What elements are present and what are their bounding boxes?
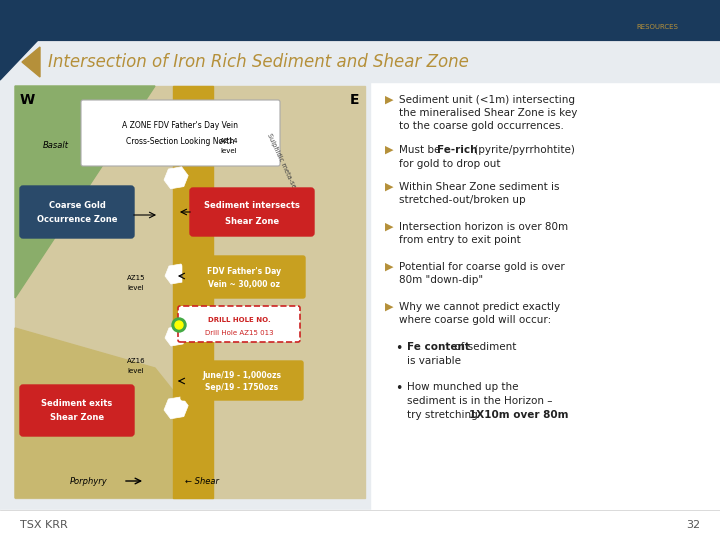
Text: the mineralised Shear Zone is key: the mineralised Shear Zone is key [399, 108, 577, 118]
Polygon shape [164, 397, 188, 419]
Text: DRILL HOLE NO.: DRILL HOLE NO. [207, 317, 271, 323]
Text: AZ16: AZ16 [127, 358, 145, 364]
Text: RESOURCES: RESOURCES [636, 24, 678, 30]
Text: Intersection of Iron Rich Sediment and Shear Zone: Intersection of Iron Rich Sediment and S… [48, 53, 469, 71]
Circle shape [172, 318, 186, 332]
Text: Potential for coarse gold is over: Potential for coarse gold is over [399, 262, 564, 272]
Text: How munched up the: How munched up the [407, 382, 518, 392]
Text: •: • [395, 382, 402, 395]
Text: Fe content: Fe content [407, 342, 470, 352]
FancyBboxPatch shape [81, 100, 280, 166]
Text: level: level [220, 148, 237, 154]
Text: is variable: is variable [407, 356, 461, 366]
Text: to the coarse gold occurrences.: to the coarse gold occurrences. [399, 121, 564, 131]
Text: Drill Hole AZ15 013: Drill Hole AZ15 013 [204, 330, 274, 336]
Text: Shear Zone: Shear Zone [225, 217, 279, 226]
Text: Sep/19 - 1750ozs: Sep/19 - 1750ozs [205, 383, 279, 393]
Text: for gold to drop out: for gold to drop out [399, 159, 500, 169]
Text: W: W [20, 93, 35, 107]
Text: Sediment intersects: Sediment intersects [204, 201, 300, 211]
Text: •: • [395, 342, 402, 355]
Text: ← Shear: ← Shear [185, 477, 219, 486]
Text: from entry to exit point: from entry to exit point [399, 235, 521, 245]
Polygon shape [15, 328, 195, 498]
Text: BETA HUNT: BETA HUNT [55, 9, 204, 33]
Text: 80m "down-dip": 80m "down-dip" [399, 275, 483, 285]
FancyBboxPatch shape [20, 186, 134, 238]
Bar [173, 86, 213, 498]
Text: ▶: ▶ [385, 182, 394, 192]
Text: ▶: ▶ [385, 95, 394, 105]
Polygon shape [22, 47, 40, 77]
Text: Occurrence Zone: Occurrence Zone [37, 215, 117, 225]
Text: try stretching: try stretching [407, 410, 481, 420]
Bar [15, 86, 365, 498]
Text: Sediment unit (<1m) intersecting: Sediment unit (<1m) intersecting [399, 95, 575, 105]
Text: KARORA: KARORA [611, 5, 703, 24]
Polygon shape [0, 0, 38, 80]
Text: Basalt: Basalt [43, 141, 69, 150]
Bar [0, 42, 720, 82]
Text: Sediment: Sediment [37, 429, 77, 438]
Text: ▶: ▶ [385, 145, 394, 155]
Bar [0, 510, 720, 540]
Text: ▶: ▶ [385, 262, 394, 272]
Text: A ZONE FDV Father's Day Vein: A ZONE FDV Father's Day Vein [122, 122, 238, 131]
Text: Shear Zone: Shear Zone [50, 414, 104, 422]
Text: 1X10m over 80m: 1X10m over 80m [469, 410, 569, 420]
Text: sediment is in the Horizon –: sediment is in the Horizon – [407, 396, 552, 406]
FancyBboxPatch shape [183, 256, 305, 298]
Text: E: E [350, 93, 359, 107]
Text: Must be: Must be [399, 145, 444, 155]
Polygon shape [165, 326, 187, 346]
Bar [0, 0, 720, 40]
Text: (pyrite/pyrrhohtite): (pyrite/pyrrhohtite) [471, 145, 575, 155]
Text: Fe-rich: Fe-rich [437, 145, 477, 155]
Text: ▶: ▶ [385, 222, 394, 232]
Text: ▶: ▶ [385, 302, 394, 312]
Bar [0, 82, 370, 510]
Text: June/19 - 1,000ozs: June/19 - 1,000ozs [202, 370, 282, 380]
FancyBboxPatch shape [181, 361, 303, 400]
Text: Within Shear Zone sediment is: Within Shear Zone sediment is [399, 182, 559, 192]
Polygon shape [15, 86, 155, 298]
FancyBboxPatch shape [178, 306, 300, 342]
FancyBboxPatch shape [20, 385, 134, 436]
Text: Sediment exits: Sediment exits [41, 399, 112, 408]
Text: Cross-Section Looking North: Cross-Section Looking North [126, 137, 234, 145]
Circle shape [175, 321, 183, 329]
Text: of sediment: of sediment [451, 342, 516, 352]
Text: Vein ~ 30,000 oz: Vein ~ 30,000 oz [208, 280, 280, 288]
Text: level: level [127, 368, 143, 374]
Text: where coarse gold will occur:: where coarse gold will occur: [399, 315, 552, 325]
Text: 32: 32 [686, 520, 700, 530]
Text: level: level [127, 285, 143, 291]
Polygon shape [164, 167, 188, 189]
Text: AZ14: AZ14 [220, 138, 238, 144]
Text: Coarse Gold: Coarse Gold [48, 200, 105, 210]
Text: FDV Father's Day: FDV Father's Day [207, 267, 281, 275]
Text: Intersection horizon is over 80m: Intersection horizon is over 80m [399, 222, 568, 232]
Text: stretched-out/broken up: stretched-out/broken up [399, 195, 526, 205]
Polygon shape [165, 264, 187, 284]
Text: Sulphidic meta-sediments: Sulphidic meta-sediments [266, 133, 308, 214]
Text: Porphyry: Porphyry [70, 477, 108, 486]
Text: Why we cannot predict exactly: Why we cannot predict exactly [399, 302, 560, 312]
FancyBboxPatch shape [190, 188, 314, 236]
Text: AZ15: AZ15 [127, 275, 145, 281]
Text: TSX KRR: TSX KRR [20, 520, 68, 530]
